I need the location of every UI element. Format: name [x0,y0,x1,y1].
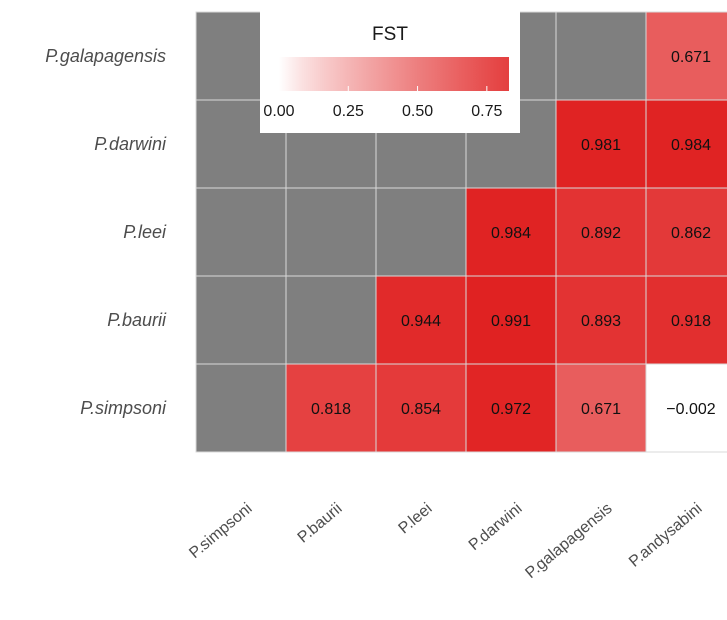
heatmap-cell [555,11,647,101]
cell-value-label: 0.944 [401,313,441,330]
legend-tick-label: 0.50 [402,103,433,120]
cell-value-label: −0.002 [666,401,715,418]
cell-value-label: 0.918 [671,313,711,330]
heatmap-cell [465,363,557,453]
heatmap-cell [555,187,647,277]
heatmap-cell [645,99,727,189]
heatmap-cell [195,363,287,453]
heatmap-cell [645,363,727,453]
cell-value-label: 0.893 [581,313,621,330]
y-tick-label: P.simpsoni [80,398,167,418]
heatmap-cell [555,99,647,189]
legend: FST 0.00 0.25 0.50 0.75 [260,0,520,133]
cell-value-label: 0.972 [491,401,531,418]
cell-value-label: 0.984 [671,137,711,154]
x-tick-label: P.baurii [295,500,346,547]
heatmap-cell [285,363,377,453]
y-tick-label: P.leei [123,222,167,242]
heatmap-cell [645,11,727,101]
cell-value-label: 0.671 [671,49,711,66]
heatmap-cell [645,187,727,277]
cell-value-label: 0.818 [311,401,351,418]
y-tick-label: P.darwini [94,134,167,154]
legend-tick-label: 0.75 [471,103,502,120]
y-tick-label: P.baurii [107,310,167,330]
heatmap-cell [375,187,467,277]
cell-value-label: 0.984 [491,225,531,242]
cell-value-label: 0.991 [491,313,531,330]
cell-value-label: 0.854 [401,401,441,418]
heatmap-cell [285,187,377,277]
heatmap-cell [645,275,727,365]
heatmap-cell [465,187,557,277]
heatmap-cell [465,275,557,365]
x-tick-label: P.leei [396,500,436,537]
cell-value-label: 0.862 [671,225,711,242]
legend-title: FST [372,24,408,45]
heatmap-cell [555,363,647,453]
heatmap-cell [375,275,467,365]
y-tick-label: P.galapagensis [45,46,166,66]
x-tick-label: P.darwini [466,500,526,554]
cell-value-label: 0.981 [581,137,621,154]
legend-tick-label: 0.00 [263,103,294,120]
cell-value-label: 0.671 [581,401,621,418]
legend-color-bar [279,57,509,91]
heatmap-cell [285,275,377,365]
legend-tick-label: 0.25 [333,103,364,120]
heatmap-cell [555,275,647,365]
heatmap-cell [195,275,287,365]
x-tick-label: P.andysabini [626,500,706,571]
cell-value-label: 0.892 [581,225,621,242]
heatmap-cell [375,363,467,453]
x-tick-label: P.simpsoni [186,500,255,562]
heatmap-cell [195,187,287,277]
x-tick-label: P.galapagensis [522,500,615,582]
